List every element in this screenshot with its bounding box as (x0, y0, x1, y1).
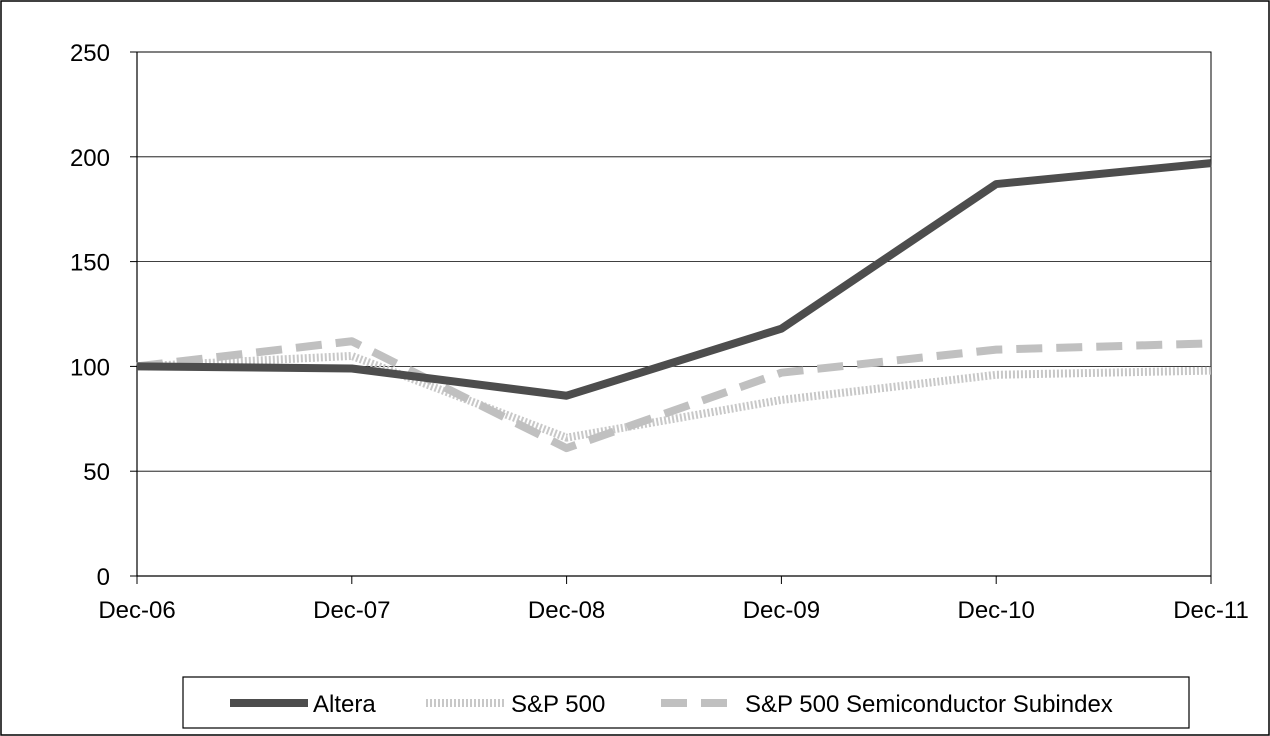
y-tick-label: 100 (70, 354, 110, 381)
axes (130, 51, 1212, 584)
legend-label-1: S&P 500 (511, 691, 605, 718)
tick-labels: 0 50 100 150 200 250 Dec-06 Dec-07 Dec-08 Dec-09 D… (70, 40, 1249, 624)
series-line-1 (136, 351, 1212, 442)
y-tick-label: 200 (70, 145, 110, 172)
y-tick-label: 50 (83, 459, 110, 486)
y-tick-label: 0 (97, 564, 110, 591)
x-tick-label: Dec-07 (313, 597, 390, 624)
x-tick-label: Dec-11 (1173, 597, 1249, 624)
legend: Altera S&P 500 S&P 500 Semiconductor Subin… (182, 676, 1190, 729)
x-tick-label: Dec-08 (528, 597, 605, 624)
y-tick-label: 150 (70, 250, 110, 277)
series-line-2 (136, 337, 1212, 453)
x-tick-label: Dec-10 (958, 597, 1035, 624)
legend-label-0: Altera (313, 691, 376, 718)
y-tick-label: 250 (70, 40, 110, 67)
series-line-0 (136, 159, 1212, 400)
x-tick-label: Dec-06 (98, 597, 175, 624)
legend-label-2: S&P 500 Semiconductor Subindex (745, 691, 1113, 718)
series-lines (136, 159, 1212, 453)
x-tick-label: Dec-09 (743, 597, 820, 624)
